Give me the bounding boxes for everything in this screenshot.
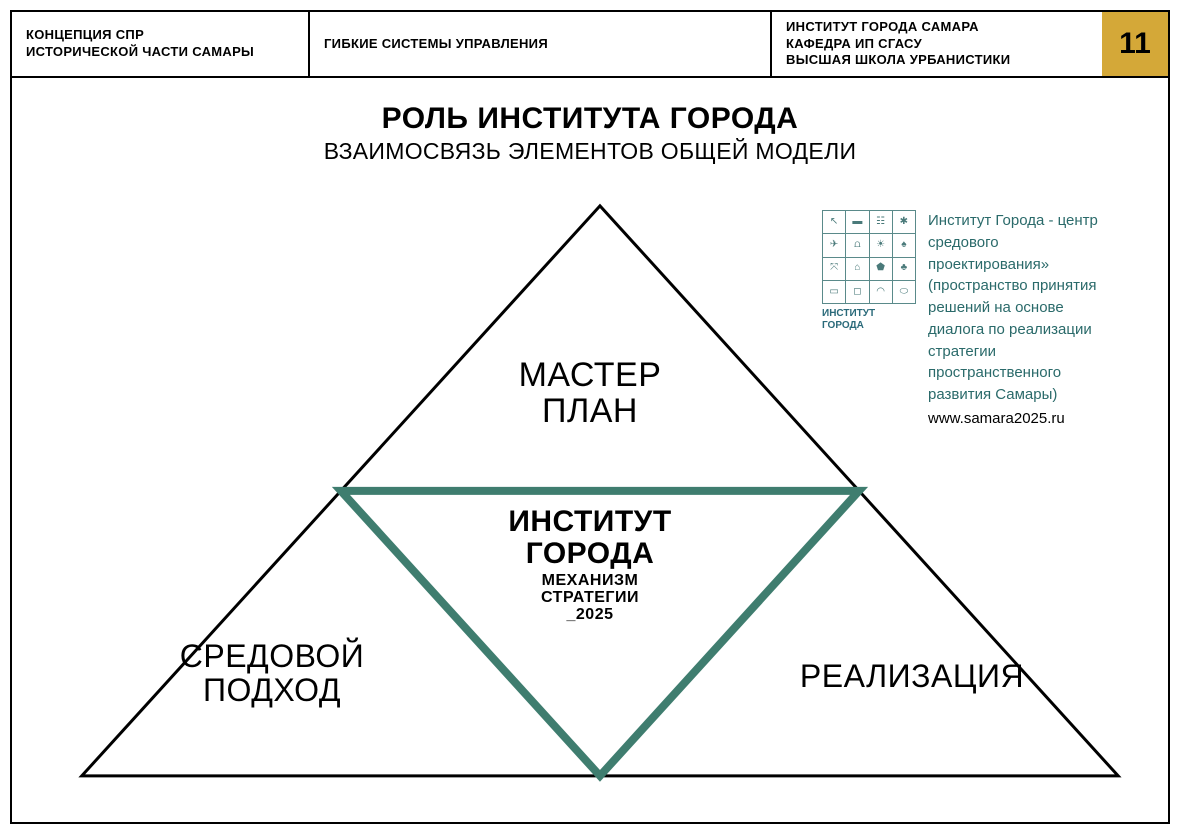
logo-cell-icon: ☷ [870,211,892,233]
pyramid-label-right: РЕАЛИЗАЦИЯ [752,660,1072,694]
pyramid-label-center: ИНСТИТУТ ГОРОДА МЕХАНИЗМ СТРАТЕГИИ _2025 [12,506,1168,623]
logo-cell-icon: ✈ [823,234,845,256]
main-area: РОЛЬ ИНСТИТУТА ГОРОДА ВЗАИМОСВЯЗЬ ЭЛЕМЕН… [12,78,1168,822]
logo-grid-icon: ↖▬☷✱ ✈⩍☀♠ ⤧⌂⬟♣ ▭◻◠⬭ [822,210,916,304]
header-left-line2: ИСТОРИЧЕСКОЙ ЧАСТИ САМАРЫ [26,44,294,61]
logo-cell-icon: ⬭ [893,281,915,303]
logo-cell-icon: ⌂ [846,258,868,280]
header-right-line1: ИНСТИТУТ ГОРОДА САМАРА [786,19,1088,36]
logo-cell-icon: ↖ [823,211,845,233]
header-right-cell: ИНСТИТУТ ГОРОДА САМАРА КАФЕДРА ИП СГАСУ … [772,12,1102,76]
center-label-sub2: СТРАТЕГИИ [12,590,1168,607]
header-left-cell: КОНЦЕПЦИЯ СПР ИСТОРИЧЕСКОЙ ЧАСТИ САМАРЫ [12,12,310,76]
pyramid-diagram [12,78,1168,822]
page-number: 11 [1119,27,1151,61]
header-left-line1: КОНЦЕПЦИЯ СПР [26,27,294,44]
left-label-line1: СРЕДОВОЙ [112,640,432,674]
logo-cell-icon: ◻ [846,281,868,303]
pyramid-label-left: СРЕДОВОЙ ПОДХОД [112,640,432,707]
logo-cell-icon: ▭ [823,281,845,303]
center-label-line2: ГОРОДА [12,538,1168,570]
header-right-line3: ВЫСШАЯ ШКОЛА УРБАНИСТИКИ [786,52,1088,69]
header-center-cell: ГИБКИЕ СИСТЕМЫ УПРАВЛЕНИЯ [310,12,772,76]
sidebar-info: ↖▬☷✱ ✈⩍☀♠ ⤧⌂⬟♣ ▭◻◠⬭ ИНСТИТУТ ГОРОДА Институ… [822,210,1112,430]
logo-cell-icon: ♣ [893,258,915,280]
center-label-line1: ИНСТИТУТ [12,506,1168,538]
right-label-line1: РЕАЛИЗАЦИЯ [752,660,1072,694]
logo-cell-icon: ♠ [893,234,915,256]
logo-cell-icon: ◠ [870,281,892,303]
logo-cell-icon: ⬟ [870,258,892,280]
sidebar-description: Институт Города - центр средового проект… [928,210,1112,406]
page-number-badge: 11 [1102,12,1168,76]
logo-cell-icon: ✱ [893,211,915,233]
logo-caption: ИНСТИТУТ ГОРОДА [822,308,916,331]
sidebar-url: www.samara2025.ru [928,408,1112,430]
logo-cell-icon: ⩍ [846,234,868,256]
logo-caption-line2: ГОРОДА [822,320,916,332]
page-frame: КОНЦЕПЦИЯ СПР ИСТОРИЧЕСКОЙ ЧАСТИ САМАРЫ … [10,10,1170,824]
header-right-line2: КАФЕДРА ИП СГАСУ [786,36,1088,53]
logo-box: ↖▬☷✱ ✈⩍☀♠ ⤧⌂⬟♣ ▭◻◠⬭ ИНСТИТУТ ГОРОДА [822,210,916,430]
logo-caption-line1: ИНСТИТУТ [822,308,916,320]
logo-cell-icon: ▬ [846,211,868,233]
logo-cell-icon: ⤧ [823,258,845,280]
center-label-sub3: _2025 [12,607,1168,624]
header-center-text: ГИБКИЕ СИСТЕМЫ УПРАВЛЕНИЯ [324,36,756,53]
header-row: КОНЦЕПЦИЯ СПР ИСТОРИЧЕСКОЙ ЧАСТИ САМАРЫ … [12,12,1168,78]
center-label-sub1: МЕХАНИЗМ [12,573,1168,590]
left-label-line2: ПОДХОД [112,674,432,708]
sidebar-text-block: Институт Города - центр средового проект… [928,210,1112,430]
logo-cell-icon: ☀ [870,234,892,256]
